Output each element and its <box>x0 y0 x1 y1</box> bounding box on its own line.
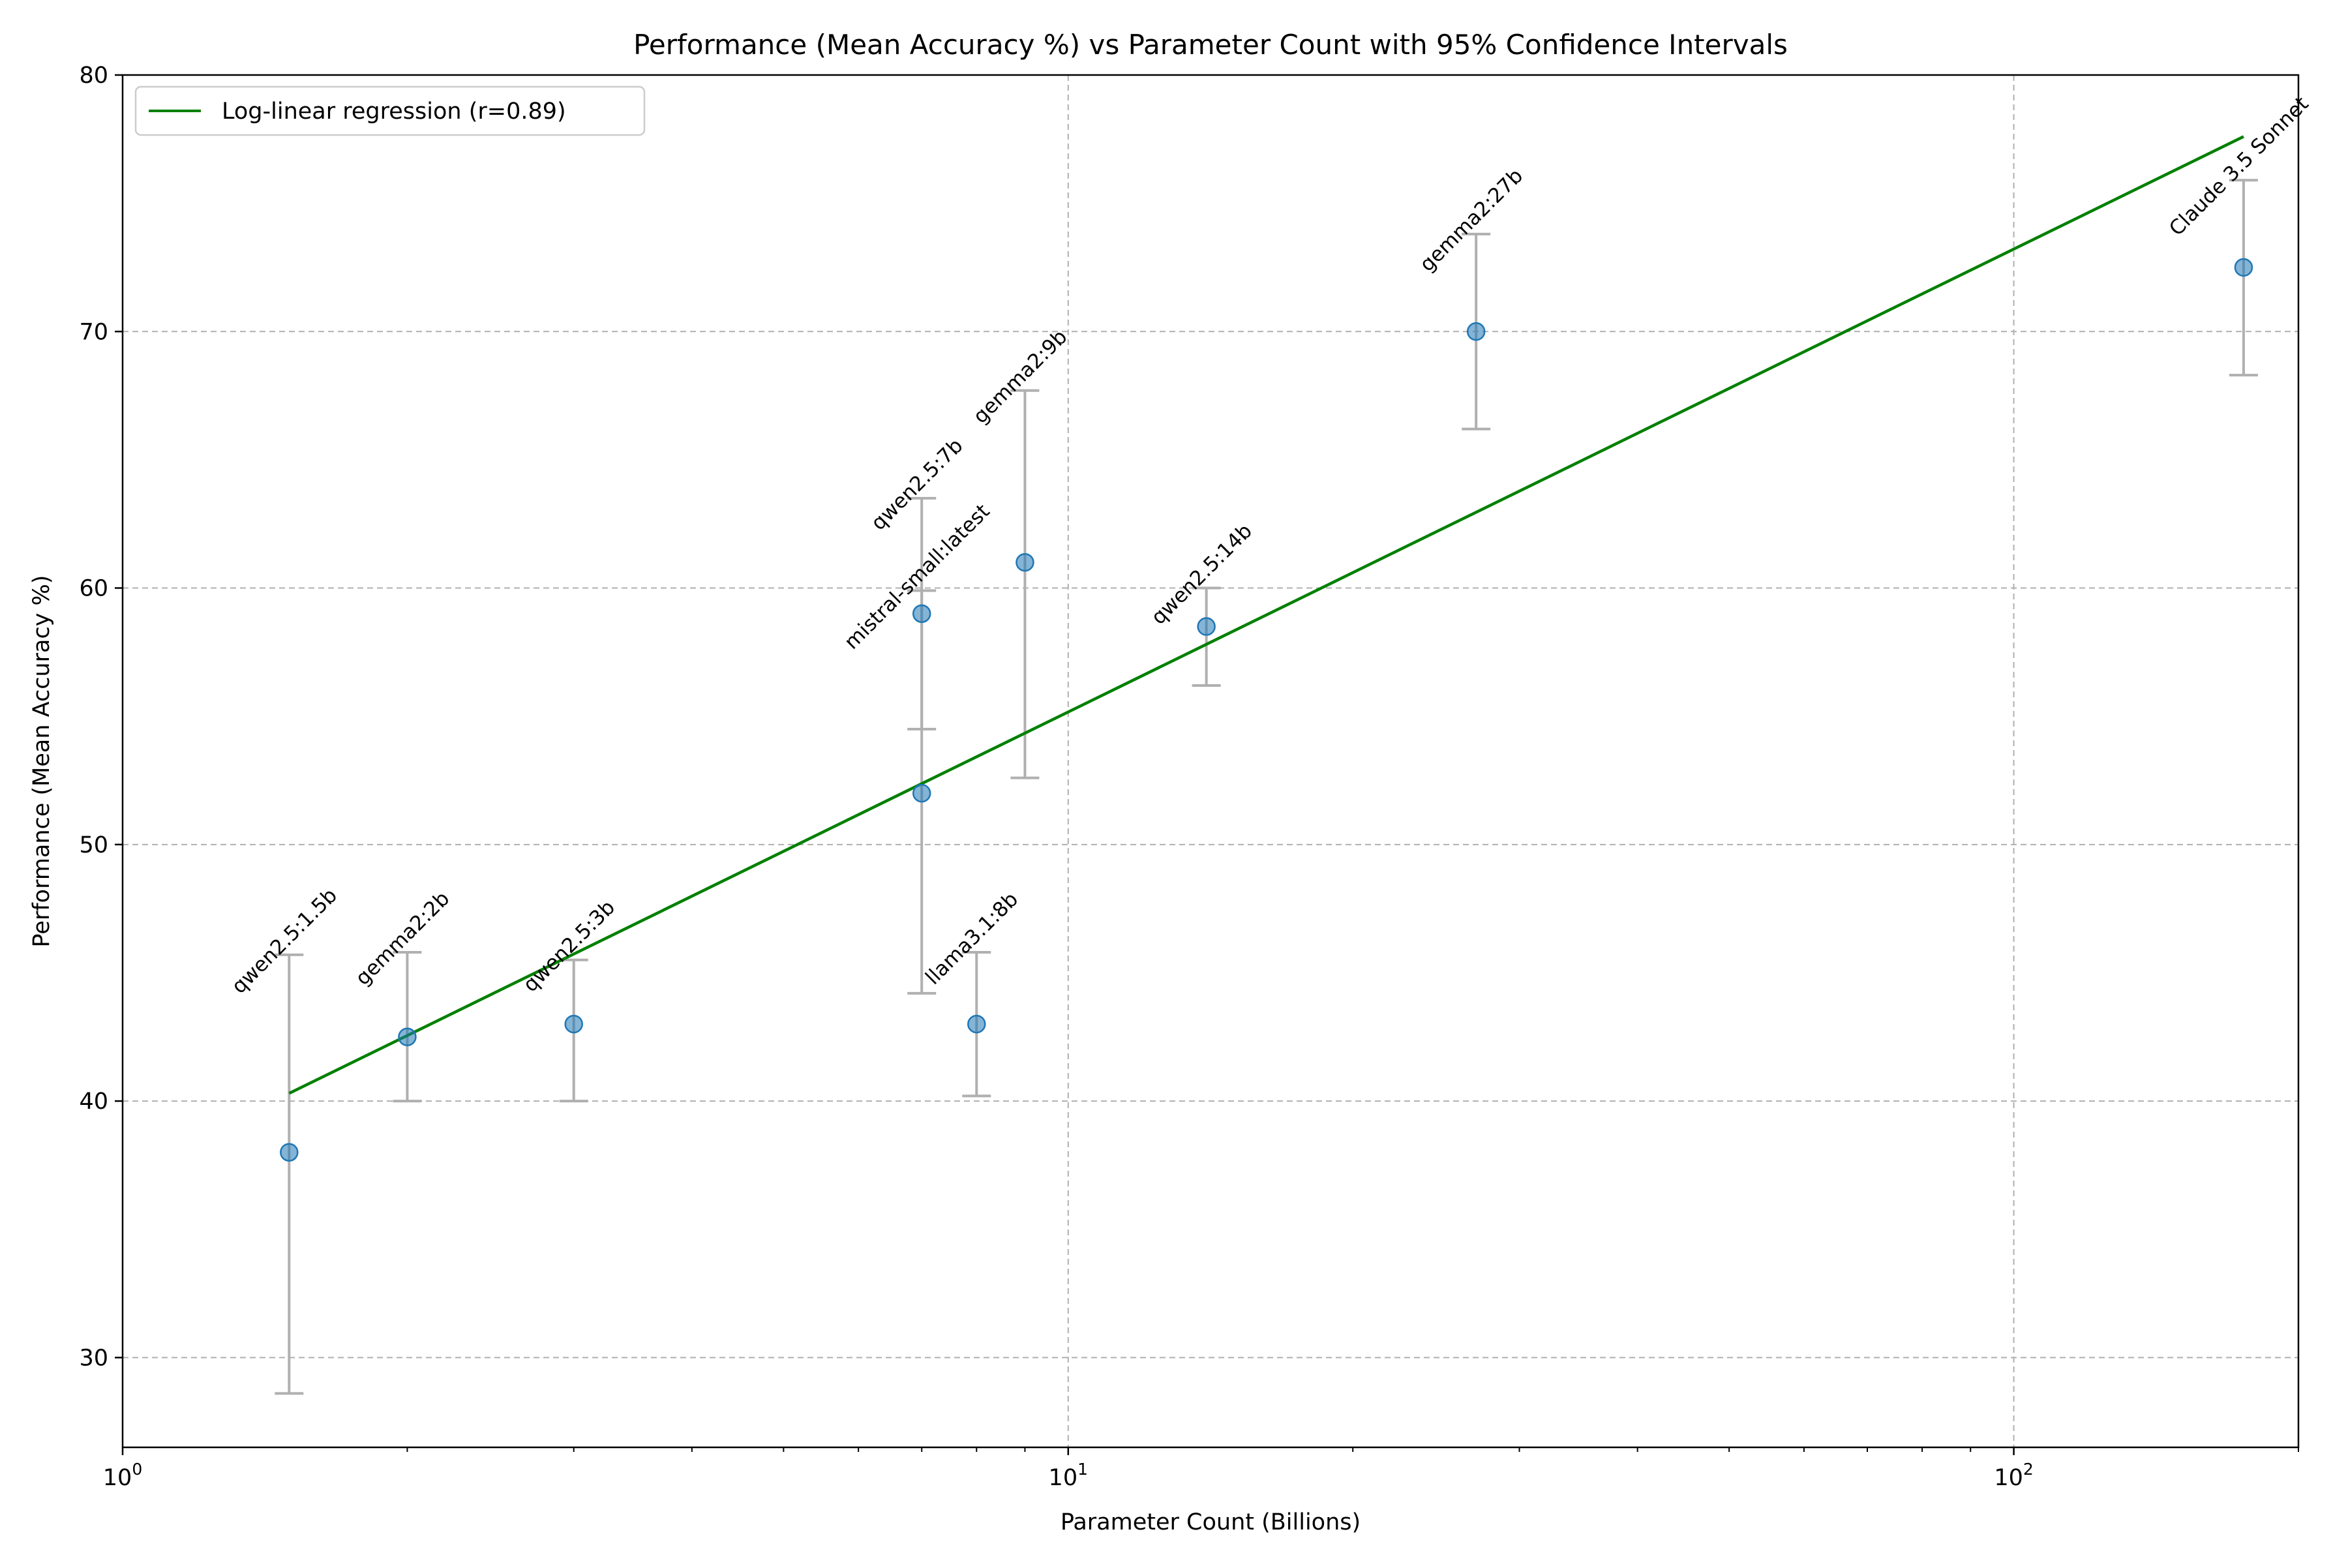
data-point <box>398 1027 417 1047</box>
data-point <box>912 604 931 624</box>
data-point <box>1197 617 1216 636</box>
tick-layer: 30 40 50 60 70 80 100 101 102 <box>79 63 2299 1491</box>
regression-layer <box>288 135 2244 1095</box>
plot-frame <box>121 74 2300 1449</box>
legend: Log-linear regression (r=0.89) <box>134 85 646 136</box>
data-point <box>912 783 931 803</box>
y-tick-label: 30 <box>79 1345 108 1371</box>
x-tick-label: 102 <box>1994 1460 2033 1491</box>
y-tick-label: 80 <box>79 63 108 89</box>
y-tick-label: 60 <box>79 576 108 602</box>
y-tick-label: 40 <box>79 1089 108 1115</box>
x-tick-label: 100 <box>103 1460 142 1491</box>
data-point <box>1466 322 1486 341</box>
data-point <box>967 1014 986 1034</box>
y-axis-label: Performance (Mean Accuracy %) <box>29 575 55 948</box>
data-point <box>1016 552 1034 572</box>
regression-line <box>288 135 2244 1095</box>
data-point <box>280 1143 299 1162</box>
legend-entry-label: Log-linear regression (r=0.89) <box>222 98 566 125</box>
data-point <box>564 1014 583 1034</box>
grid-layer <box>123 75 2298 1447</box>
x-tick-label: 101 <box>1049 1460 1088 1491</box>
x-axis-label: Parameter Count (Billions) <box>1061 1509 1361 1535</box>
y-tick-label: 50 <box>79 832 108 858</box>
point-layer <box>280 258 2253 1162</box>
y-tick-label: 70 <box>79 319 108 345</box>
legend-box <box>134 85 646 136</box>
data-point <box>2234 258 2253 277</box>
chart-title: Performance (Mean Accuracy %) vs Paramet… <box>633 29 1788 61</box>
